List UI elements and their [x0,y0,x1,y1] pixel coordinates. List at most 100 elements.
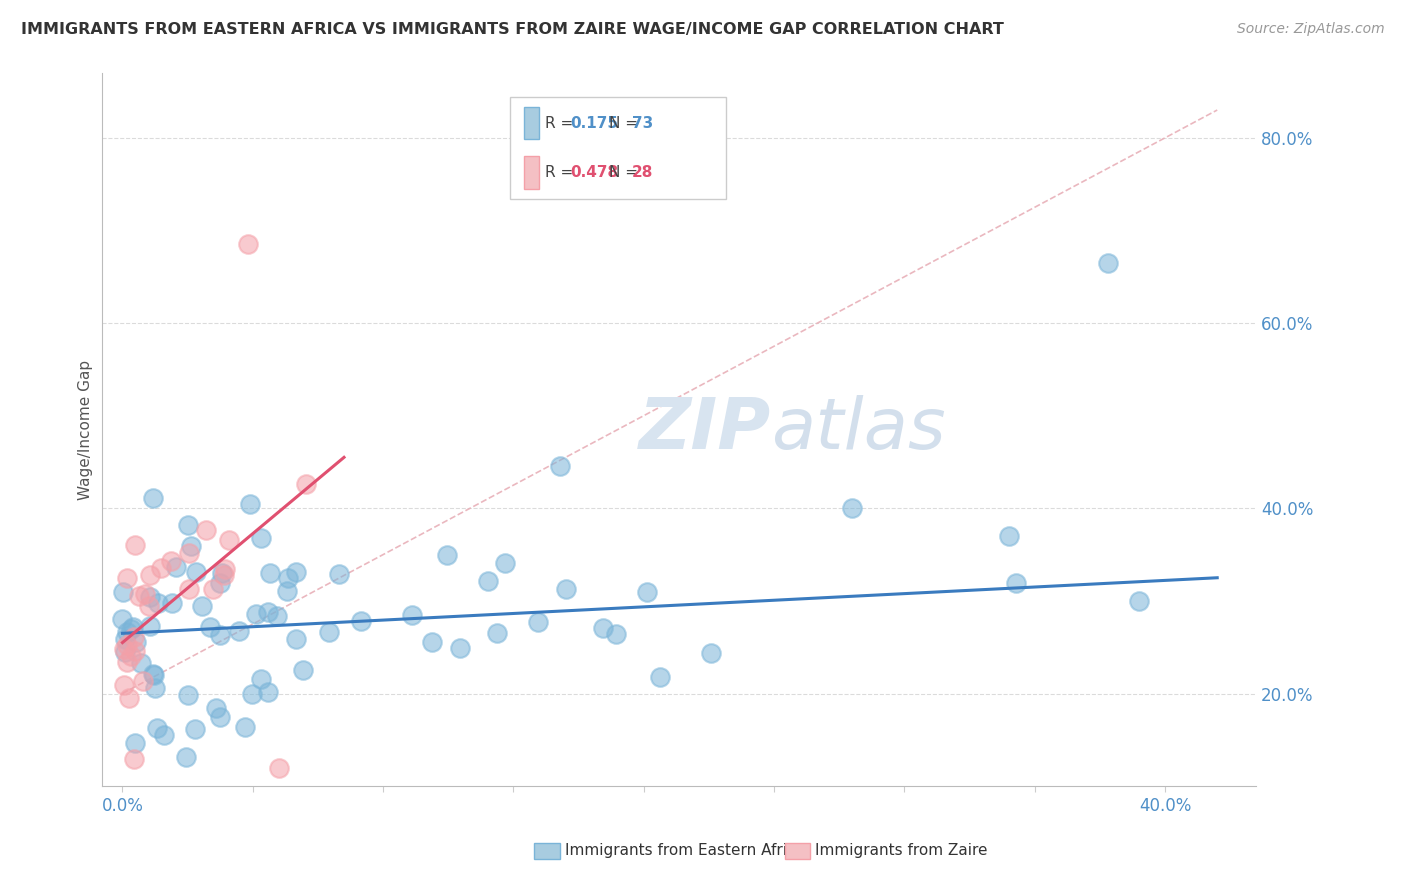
Point [285,565,308,579]
Point [259,566,281,580]
Point [209,710,232,724]
Text: R =: R = [546,165,578,180]
Text: R =: R = [546,116,578,131]
Point [139,590,162,604]
Point [112,677,135,691]
Point [117,624,139,639]
Point [184,565,207,579]
Point [124,630,146,644]
Point [142,667,165,681]
Point [292,664,315,678]
Point [257,685,280,699]
Text: Immigrants from Eastern Africa: Immigrants from Eastern Africa [565,843,806,858]
Point [605,627,627,641]
Text: N =: N = [609,165,643,180]
Point [841,501,863,516]
Point [420,635,443,649]
Point [548,458,571,473]
Point [245,607,267,622]
Text: 73: 73 [631,116,652,131]
Point [228,624,250,638]
Point [148,596,170,610]
Point [195,523,218,537]
Point [134,587,156,601]
Y-axis label: Wage/Income Gap: Wage/Income Gap [79,359,93,500]
Text: N =: N = [609,116,643,131]
Point [114,645,136,659]
Point [267,761,290,775]
Point [129,657,152,671]
Point [436,549,458,563]
Point [318,624,340,639]
Point [266,609,288,624]
Point [152,728,174,742]
Text: ZIP: ZIP [640,395,772,464]
Point [124,644,146,658]
Point [250,531,273,545]
Point [636,584,658,599]
Point [214,562,236,576]
Point [485,625,508,640]
Point [249,672,271,686]
Point [138,599,160,613]
Point [121,620,143,634]
Point [592,621,614,635]
Point [233,720,256,734]
Point [218,533,240,547]
Point [1097,256,1119,270]
Point [177,517,200,532]
Point [328,567,350,582]
Text: IMMIGRANTS FROM EASTERN AFRICA VS IMMIGRANTS FROM ZAIRE WAGE/INCOME GAP CORRELAT: IMMIGRANTS FROM EASTERN AFRICA VS IMMIGR… [21,22,1004,37]
Point [179,546,201,560]
Text: Source: ZipAtlas.com: Source: ZipAtlas.com [1237,22,1385,37]
Point [120,649,142,664]
Point [494,556,516,570]
Point [179,582,201,596]
Point [214,567,236,582]
Point [208,628,231,642]
Point [115,638,138,652]
Point [115,655,138,669]
Point [204,701,226,715]
Point [124,736,146,750]
Point [295,476,318,491]
Point [165,560,187,574]
Text: 0.478: 0.478 [571,165,619,180]
Point [117,691,139,706]
Point [276,583,298,598]
Point [240,687,263,701]
Point [198,620,221,634]
Text: 28: 28 [631,165,652,180]
Point [201,582,224,597]
Point [277,571,299,585]
Point [131,674,153,689]
Point [146,721,169,735]
Point [124,538,146,552]
Point [111,612,134,626]
Point [1128,594,1150,608]
Point [111,584,134,599]
Text: atlas: atlas [772,395,946,464]
Point [555,582,578,596]
Point [160,596,183,610]
Point [239,497,262,511]
Point [699,646,721,660]
Point [449,640,471,655]
Point [477,574,499,588]
Point [149,561,172,575]
Point [190,599,212,613]
Point [142,667,165,681]
Point [114,632,136,646]
Point [526,615,548,630]
Point [174,750,197,764]
Point [124,635,146,649]
Point [143,681,166,695]
Point [139,618,162,632]
Point [128,589,150,603]
Point [184,722,207,736]
Point [160,553,183,567]
Point [209,576,232,591]
Point [176,689,198,703]
Point [112,641,135,656]
Point [650,670,672,684]
